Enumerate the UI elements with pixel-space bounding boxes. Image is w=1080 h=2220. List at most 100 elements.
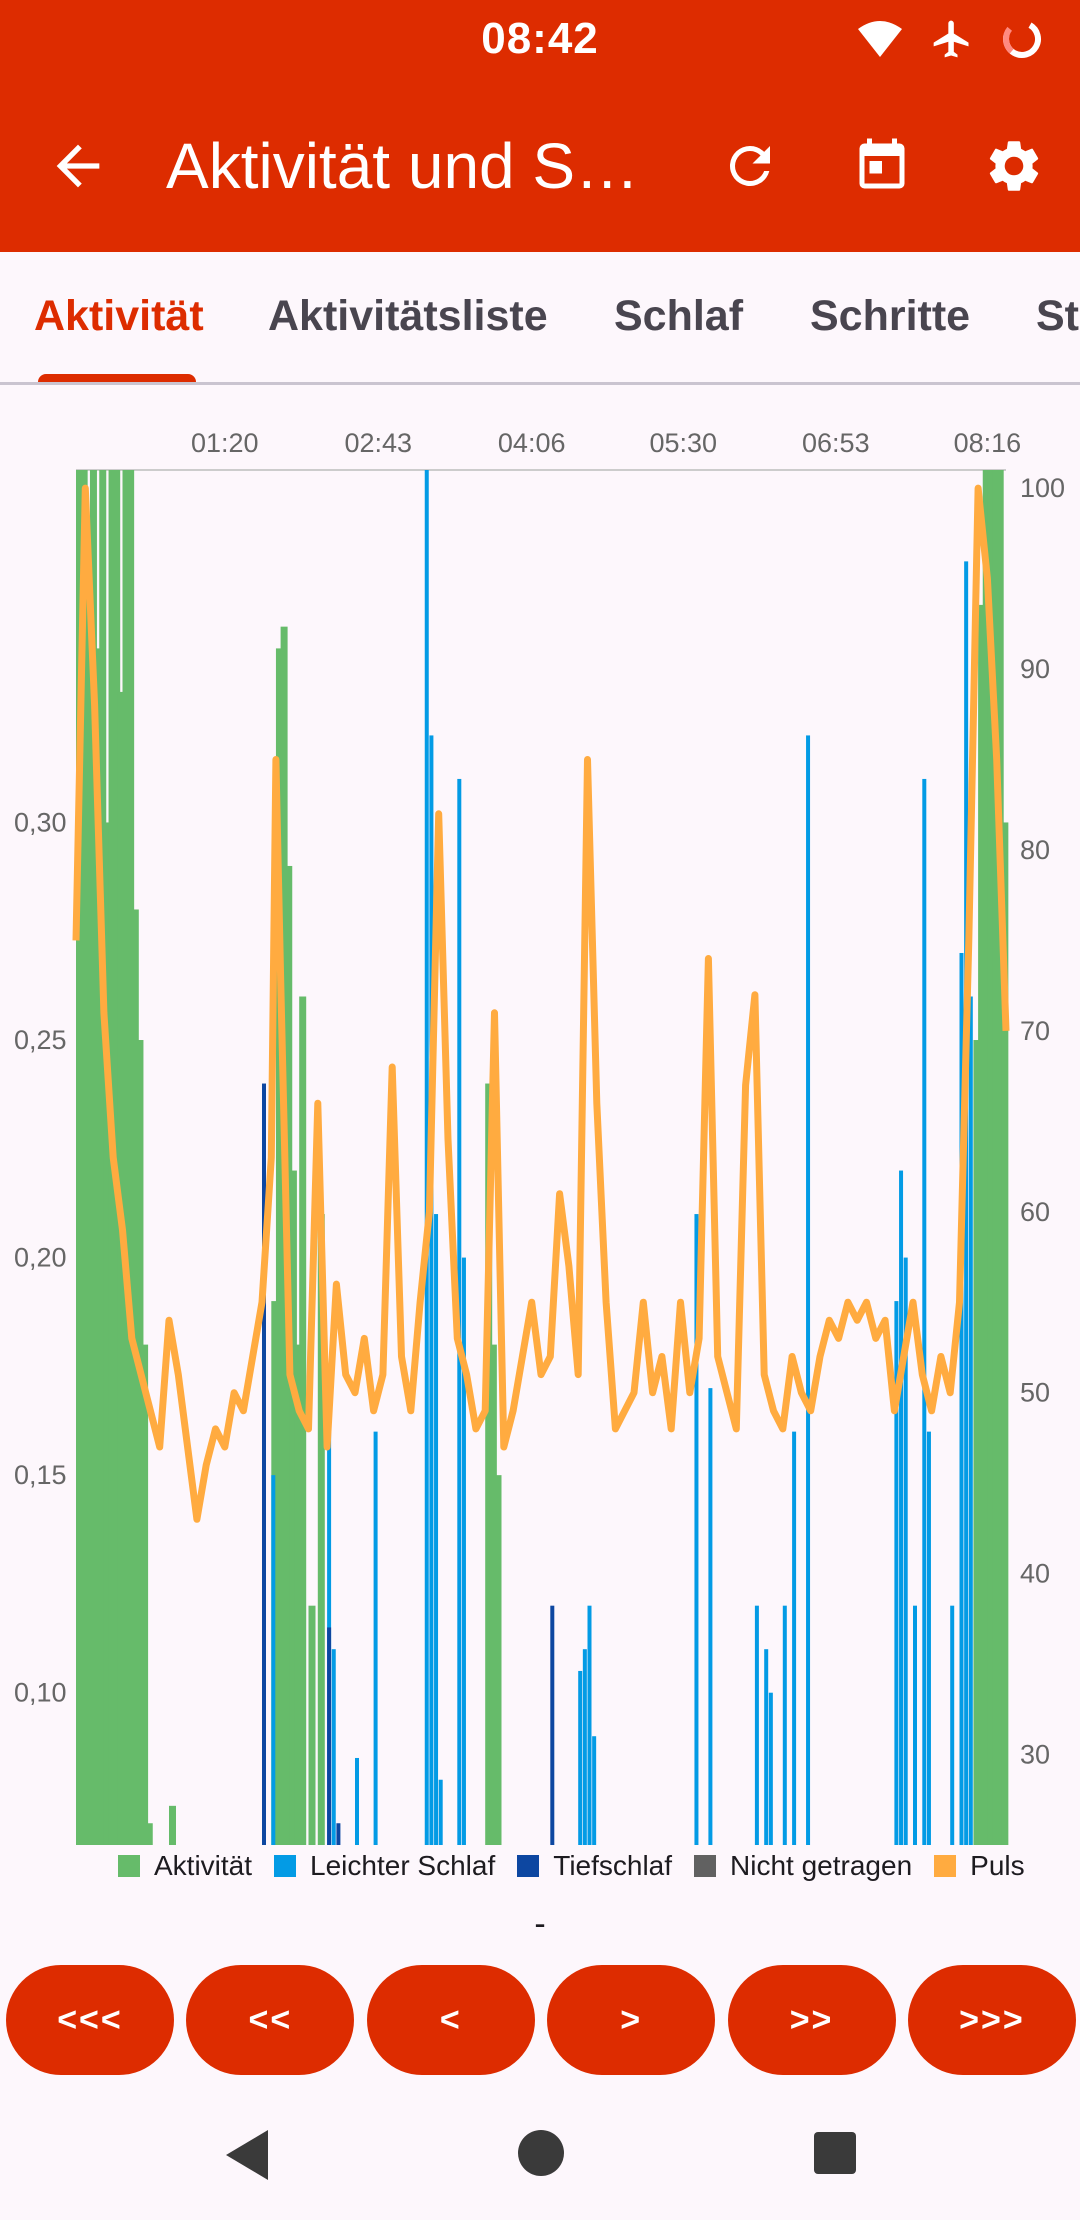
arrow-back-icon[interactable] (46, 134, 110, 198)
deep-sleep-bar (262, 1083, 266, 1845)
navigation-buttons: <<< << < > >> >>> (6, 1965, 1076, 2075)
tab-schlaf[interactable]: Schlaf (614, 292, 744, 340)
activity-bar (973, 1040, 981, 1845)
light-sleep-bar (792, 1431, 797, 1845)
light-sleep-bar (327, 1388, 332, 1845)
system-navigation-bar (0, 2100, 1080, 2220)
light-sleep-bar (806, 735, 811, 1845)
activity-bar (489, 1344, 497, 1845)
legend-label: Puls (970, 1850, 1025, 1881)
jump-forward-button[interactable]: >> (727, 1965, 896, 2075)
x-tick-label: 01:20 (191, 428, 259, 458)
activity-bar (141, 1344, 149, 1845)
legend-item: Nicht getragen (694, 1850, 912, 1882)
activity-bar (317, 1214, 325, 1845)
light-sleep-bar (708, 1388, 713, 1845)
tab-schritte[interactable]: Schritte (810, 292, 971, 340)
next-button[interactable]: > (547, 1965, 716, 2075)
light-sleep-bar (587, 1605, 592, 1845)
light-sleep-bar (694, 1214, 699, 1845)
activity-bar (978, 604, 986, 1846)
activity-bar (308, 1605, 316, 1845)
light-sleep-bar (582, 1649, 587, 1845)
legend-swatch-pulse (934, 1855, 957, 1877)
light-sleep-bar (964, 561, 969, 1845)
page-title: Aktivität und Schlaf (166, 130, 666, 202)
tab-bar: Aktivität Aktivitätsliste Schlaf Schritt… (0, 252, 1080, 385)
tab-st[interactable]: St (1036, 292, 1079, 340)
home-circle-icon[interactable] (516, 2128, 566, 2178)
activity-bar (131, 909, 139, 1845)
legend-swatch-activity (118, 1855, 140, 1877)
light-sleep-bar (355, 1757, 359, 1845)
x-tick-label: 08:16 (954, 428, 1022, 458)
y-right-tick-label: 40 (1020, 1559, 1050, 1589)
legend-swatch-not-worn (694, 1855, 717, 1877)
x-tick-label: 05:30 (650, 428, 718, 458)
light-sleep-bar (768, 1692, 773, 1845)
y-right-tick-label: 30 (1020, 1740, 1050, 1770)
light-sleep-bar (968, 996, 973, 1845)
refresh-button[interactable] (714, 130, 786, 202)
y-right-tick-label: 70 (1020, 1016, 1050, 1046)
legend-label: Tiefschlaf (553, 1850, 673, 1881)
tab-indicator (38, 374, 196, 382)
calendar-button[interactable] (846, 130, 918, 202)
battery-saver-icon (1002, 20, 1041, 58)
tab-aktivitaetsliste[interactable]: Aktivitätsliste (268, 292, 548, 340)
refresh-icon (729, 146, 770, 186)
activity-bar (275, 648, 283, 1846)
light-sleep-bar (959, 952, 964, 1845)
light-sleep-bar (461, 1257, 466, 1845)
activity-bar (1001, 822, 1009, 1845)
light-sleep-bar (754, 1605, 759, 1845)
activity-bar (169, 1805, 176, 1845)
legend-item: Aktivität (118, 1850, 252, 1882)
activity-bar (136, 1040, 144, 1845)
previous-button[interactable]: < (366, 1965, 535, 2075)
x-tick-label: 06:53 (802, 428, 870, 458)
legend-swatch-deep-sleep (517, 1855, 540, 1877)
activity-bar (992, 470, 1000, 1845)
activity-bar (85, 561, 93, 1845)
light-sleep-bar (592, 1736, 597, 1845)
x-tick-label: 02:43 (344, 428, 412, 458)
light-sleep-bar (899, 1170, 904, 1845)
activity-sleep-chart[interactable]: 01:20 02:43 04:06 05:30 06:53 08:16 0,30 0,25 0,… (0, 400, 1080, 1850)
calendar-icon (859, 138, 905, 189)
jump-forward-far-button[interactable]: >>> (907, 1965, 1076, 2075)
y-left-tick-label: 0,15 (14, 1460, 67, 1490)
y-right-tick-label: 100 (1020, 473, 1065, 503)
legend-item: Tiefschlaf (517, 1850, 672, 1882)
activity-bar (289, 1170, 297, 1845)
chart-legend: Aktivität Leichter Schlaf Tiefschlaf Nic… (118, 1850, 1047, 1882)
jump-back-button[interactable]: << (186, 1965, 355, 2075)
activity-bar (89, 470, 97, 1845)
activity-bar (987, 470, 995, 1845)
airplane-icon (933, 20, 969, 58)
legend-item: Puls (934, 1850, 1025, 1882)
light-sleep-bar (764, 1649, 769, 1845)
light-sleep-bar (438, 1779, 443, 1845)
activity-bar (485, 1083, 493, 1845)
legend-label: Nicht getragen (730, 1850, 913, 1881)
recents-square-icon[interactable] (812, 2130, 858, 2176)
status-time: 08:42 (481, 14, 599, 63)
deep-sleep-bar (327, 1627, 332, 1845)
light-sleep-bar (271, 1475, 276, 1845)
legend-label: Leichter Schlaf (310, 1850, 496, 1881)
jump-back-far-button[interactable]: <<< (6, 1965, 174, 2075)
y-right-tick-label: 50 (1020, 1378, 1050, 1408)
activity-bar (494, 1475, 502, 1845)
back-triangle-icon[interactable] (222, 2128, 272, 2182)
light-sleep-bar (424, 470, 429, 1845)
tab-aktivitaet[interactable]: Aktivität (34, 292, 204, 340)
legend-label: Aktivität (154, 1850, 253, 1881)
activity-bar (122, 470, 130, 1845)
activity-bar (80, 470, 88, 1845)
y-left-tick-label: 0,25 (14, 1025, 67, 1055)
settings-button[interactable] (978, 130, 1050, 202)
activity-bar (982, 470, 990, 1845)
activity-bar (99, 470, 107, 1845)
status-icons (856, 14, 1044, 64)
